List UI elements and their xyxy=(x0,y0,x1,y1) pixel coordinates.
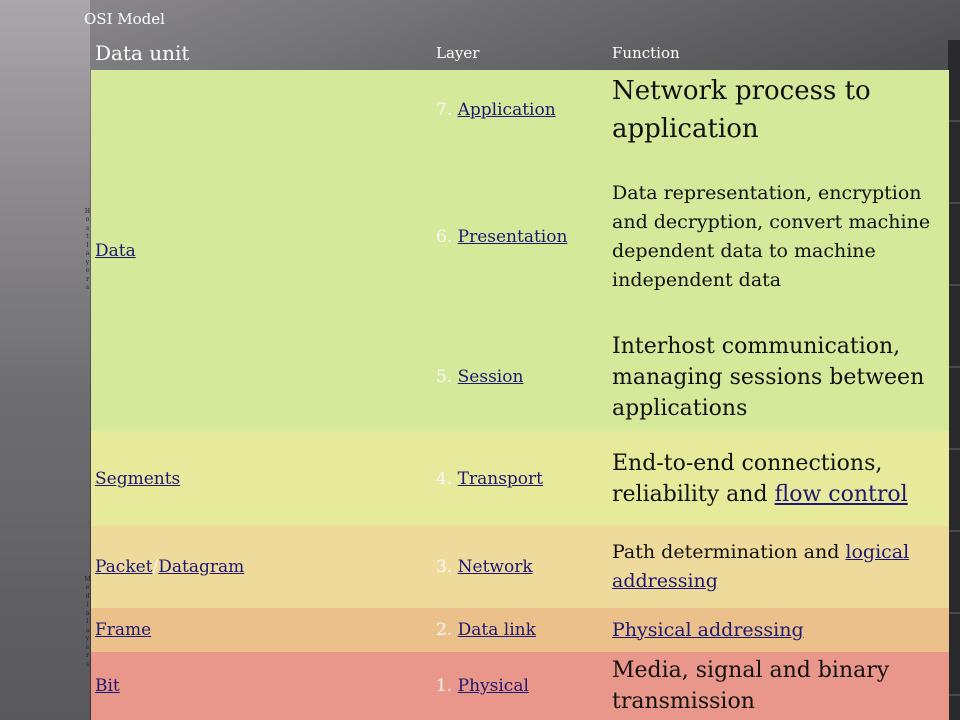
layer-link-transport[interactable]: Transport xyxy=(457,468,543,489)
unit-link-segments[interactable]: Segments xyxy=(95,468,181,489)
layer-link-physical[interactable]: Physical xyxy=(457,676,529,696)
unit-cell: Data xyxy=(95,70,136,431)
unit-link-frame[interactable]: Frame xyxy=(95,620,152,640)
unit-cell: Segments xyxy=(95,431,180,526)
layer-link-network[interactable]: Network xyxy=(457,557,533,577)
layer-link-session[interactable]: Session xyxy=(457,367,524,387)
layer-link-data-link[interactable]: Data link xyxy=(457,620,536,640)
layer-cell: 7. Application xyxy=(436,70,556,150)
unit-link-data[interactable]: Data xyxy=(95,240,136,261)
unit-link-packet[interactable]: Packet xyxy=(95,557,153,577)
layer-cell: 4. Transport xyxy=(436,431,543,526)
group-letter: e xyxy=(85,267,90,274)
layer-cell: 2. Data link xyxy=(436,608,536,652)
layer-number: 6. xyxy=(436,226,453,247)
table-row-transport: Segments 4. Transport End-to-end connect… xyxy=(91,431,949,526)
group-letter: r xyxy=(86,275,89,283)
group-letter: t xyxy=(86,233,89,240)
function-cell: Path determination and logical addressin… xyxy=(612,526,947,608)
group-letter: M xyxy=(84,575,91,583)
unit-cell: Frame xyxy=(95,608,151,652)
right-edge-stripes xyxy=(948,40,960,720)
group-letter: s xyxy=(85,660,90,668)
group-letter: e xyxy=(85,584,90,592)
layer-number: 2. xyxy=(436,620,453,640)
group-label-media-layers: M e d i a l a y e r s xyxy=(84,525,91,720)
group-letter: e xyxy=(85,643,90,651)
function-text-part: End-to-end connections, reliability and xyxy=(612,450,883,507)
table-caption: OSI Model xyxy=(84,10,165,28)
function-cell: Physical addressing xyxy=(612,608,947,652)
group-letter: y xyxy=(85,258,90,266)
layer-link-presentation[interactable]: Presentation xyxy=(457,226,568,247)
table-row-application: 7. Application Network process to applic… xyxy=(91,70,949,150)
layer-number: 4. xyxy=(436,468,453,489)
group-letter: y xyxy=(85,635,90,643)
layer-cell: 6. Presentation xyxy=(436,150,567,323)
table-row-presentation: 6. Presentation Data representation, enc… xyxy=(91,150,949,323)
group-letter: r xyxy=(86,652,89,660)
function-link-flow-control[interactable]: flow control xyxy=(774,481,908,507)
group-letter: l xyxy=(86,618,89,626)
unit-separator: / xyxy=(152,557,159,577)
table-row-session: 5. Session Interhost communication, mana… xyxy=(91,323,949,431)
function-text: End-to-end connections, reliability and … xyxy=(612,448,947,510)
group-letter: a xyxy=(85,250,90,257)
group-letter: o xyxy=(85,216,90,223)
function-text: Network process to application xyxy=(612,76,871,144)
table-row-network: Packet / Datagram 3. Network Path determin… xyxy=(91,526,949,608)
function-cell: Network process to application xyxy=(612,70,947,150)
layer-cell: 1. Physical xyxy=(436,652,529,720)
group-letter: i xyxy=(86,601,89,609)
function-text-part: Path determination and xyxy=(612,541,846,563)
group-letter: a xyxy=(85,609,90,617)
unit-cell: Packet / Datagram xyxy=(95,526,244,608)
group-letter: s xyxy=(85,224,90,232)
layer-number: 3. xyxy=(436,557,453,577)
row-group-data xyxy=(91,70,949,431)
function-cell: End-to-end connections, reliability and … xyxy=(612,431,947,526)
header-data-unit: Data unit xyxy=(95,41,190,65)
data-unit-cell-data: Data xyxy=(91,70,949,431)
layer-cell: 3. Network xyxy=(436,526,533,608)
function-cell: Interhost communication, managing sessio… xyxy=(612,323,947,431)
layer-number: 5. xyxy=(436,367,453,387)
layer-number: 1. xyxy=(436,676,453,696)
function-link-logical-addressing[interactable]: logical addressing xyxy=(612,541,910,592)
table-row-data-link: Frame 2. Data link Physical addressing xyxy=(91,608,949,652)
group-letter: a xyxy=(85,626,90,634)
function-link-physical-addressing[interactable]: Physical addressing xyxy=(612,618,804,641)
function-text: Interhost communication, managing sessio… xyxy=(612,333,925,421)
layer-cell: 5. Session xyxy=(436,323,523,431)
unit-cell: Bit xyxy=(95,652,120,720)
header-layer: Layer xyxy=(436,44,480,62)
layer-link-application[interactable]: Application xyxy=(457,100,556,120)
background-left-panel xyxy=(0,0,90,720)
group-letter: s xyxy=(85,284,90,291)
function-text: Data representation, encryption and decr… xyxy=(612,181,931,291)
function-cell: Data representation, encryption and decr… xyxy=(612,150,947,323)
group-letter: d xyxy=(85,592,90,600)
function-text: Media, signal and binary transmission xyxy=(612,658,890,714)
unit-link-bit[interactable]: Bit xyxy=(95,676,120,696)
layer-number: 7. xyxy=(436,100,453,120)
table-row-physical: Bit 1. Physical Media, signal and binary… xyxy=(91,652,949,720)
function-cell: Media, signal and binary transmission xyxy=(612,652,947,720)
function-text: Path determination and logical addressin… xyxy=(612,538,947,596)
unit-link-datagram[interactable]: Datagram xyxy=(158,557,245,577)
group-label-host-layers: H o s t l a y e r s xyxy=(84,70,91,430)
group-letter: H xyxy=(84,207,91,215)
header-function: Function xyxy=(612,44,680,62)
group-letter: l xyxy=(86,241,89,249)
